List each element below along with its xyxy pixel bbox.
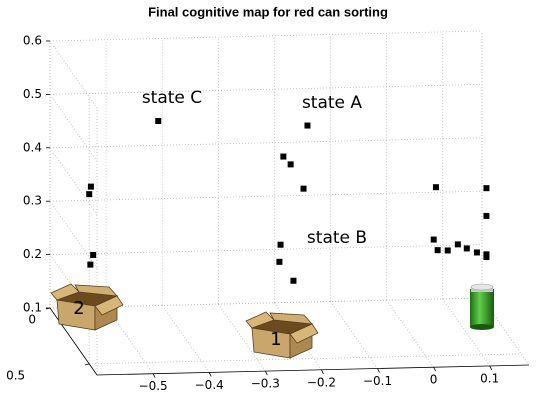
annotation: state C (142, 88, 202, 108)
grid-line (49, 94, 98, 162)
grid-line (49, 30, 483, 42)
y-tick-label: 0.5 (6, 368, 25, 382)
point (280, 153, 287, 160)
point (444, 247, 451, 254)
point (155, 117, 162, 124)
x-tick (321, 369, 324, 374)
point (86, 191, 93, 198)
z-tick-label: 0.2 (23, 247, 42, 261)
grid-line (386, 299, 434, 368)
x-tick (152, 373, 156, 378)
grid (45, 30, 530, 378)
grid-line (89, 353, 522, 365)
grid-line (49, 200, 98, 269)
z-tick-label: 0.6 (23, 34, 42, 48)
can-icon (470, 283, 494, 330)
point (300, 185, 307, 192)
grid-line (49, 147, 98, 216)
y-tick-label: 0 (28, 313, 36, 327)
annotation: state A (302, 93, 362, 113)
point (87, 261, 94, 268)
grid-line (49, 40, 98, 109)
grid-line (49, 190, 483, 202)
box-label: 1 (270, 329, 281, 350)
box-icon: 1 (245, 311, 319, 359)
point (430, 236, 437, 243)
x-tick (433, 367, 436, 372)
box-label: 2 (73, 298, 84, 319)
grid-line (49, 84, 483, 95)
z-tick-label: 0.4 (23, 140, 42, 154)
z-tick-label: 0.3 (23, 194, 42, 208)
grid-line (161, 305, 210, 373)
point (454, 241, 461, 248)
chart-title: Final cognitive map for red can sorting (148, 4, 388, 19)
x-axis (96, 364, 530, 376)
x-tick-label: −0.5 (139, 379, 168, 393)
point (90, 251, 97, 258)
x-tick-label: −0.1 (363, 374, 392, 388)
point (483, 185, 490, 192)
point (483, 254, 490, 261)
grid-line (49, 244, 483, 255)
x-tick (377, 368, 380, 373)
grid-line (49, 137, 483, 149)
annotation: state B (307, 228, 367, 248)
x-tick-label: −0.2 (307, 375, 336, 389)
z-tick-label: 0.1 (23, 301, 42, 315)
points (86, 117, 490, 284)
x-tick-label: 0.1 (480, 371, 499, 385)
point (287, 161, 294, 168)
point (290, 277, 297, 284)
y-tick (85, 363, 90, 366)
x-tick (208, 372, 212, 377)
grid-line (49, 297, 483, 309)
x-tick-label: 0 (430, 373, 438, 387)
x-tick (489, 365, 493, 371)
point (432, 184, 439, 191)
point (304, 122, 311, 129)
grid-line (330, 301, 378, 369)
point (473, 249, 480, 256)
z-tick-label: 0.5 (23, 87, 42, 101)
point (277, 241, 284, 248)
point (463, 245, 470, 252)
x-tick (264, 370, 268, 376)
point (434, 247, 441, 254)
box-icon: 2 (50, 283, 124, 331)
x-tick-label: −0.3 (251, 377, 280, 391)
point (483, 212, 490, 219)
point (276, 258, 283, 265)
x-tick-label: −0.4 (195, 378, 224, 392)
point (87, 183, 94, 190)
